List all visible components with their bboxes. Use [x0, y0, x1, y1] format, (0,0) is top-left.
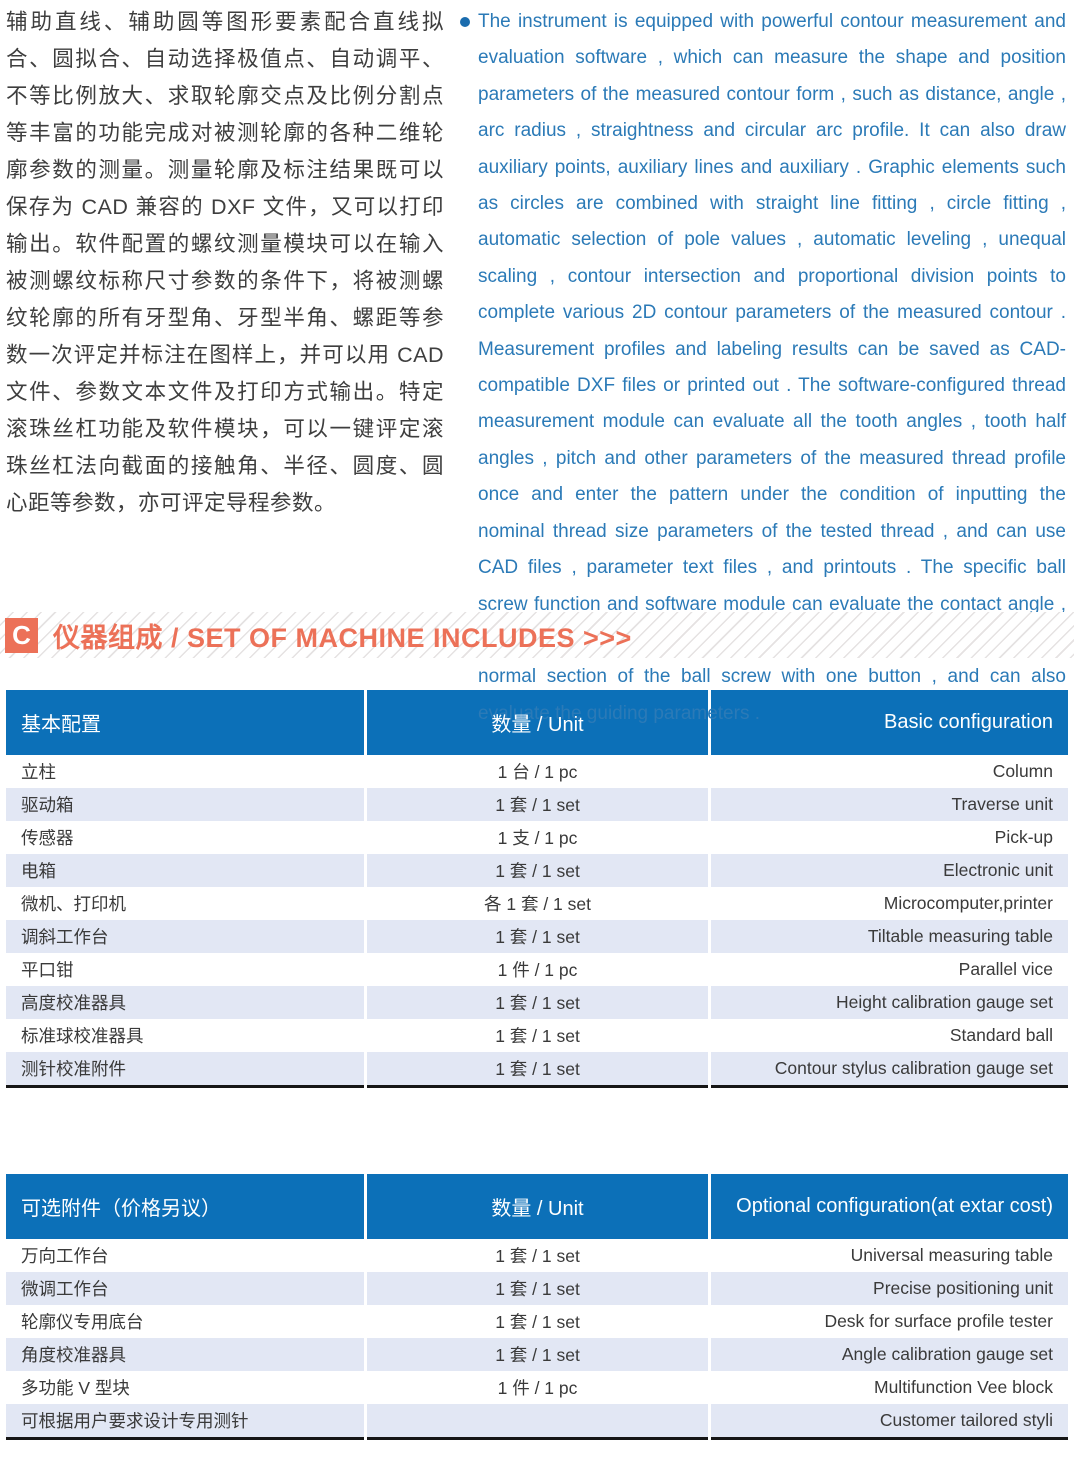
column-header: 可选附件（价格另议）: [6, 1174, 366, 1239]
table-cell: Multifunction Vee block: [874, 1377, 1053, 1397]
optional-configuration-table: 可选附件（价格另议） 数量 / Unit Optional configuratio…: [6, 1174, 1068, 1440]
table-cell: Tiltable measuring table: [867, 926, 1053, 946]
table-cell: 调斜工作台: [21, 927, 109, 947]
table-cell: 可根据用户要求设计专用测针: [21, 1411, 249, 1431]
table-cell: Universal measuring table: [850, 1245, 1053, 1265]
table-cell: 1 套 / 1 set: [363, 1338, 712, 1371]
table-row: 可根据用户要求设计专用测针 Customer tailored styli: [6, 1404, 1068, 1439]
section-title: 仪器组成 / SET OF MACHINE INCLUDES >>>: [53, 622, 632, 653]
section-header: C 仪器组成 / SET OF MACHINE INCLUDES >>>: [0, 612, 1074, 658]
column-header: 数量 / Unit: [363, 690, 712, 755]
table-cell: Parallel vice: [958, 959, 1053, 979]
table-cell: 高度校准器具: [21, 993, 126, 1013]
table-row: 微调工作台 1 套 / 1 set Precise positioning unit: [6, 1272, 1068, 1305]
column-header: Optional configuration(at extar cost): [709, 1174, 1068, 1239]
table-cell: 微调工作台: [21, 1279, 109, 1299]
table-cell: 角度校准器具: [21, 1345, 126, 1365]
table-cell: Desk for surface profile tester: [824, 1311, 1053, 1331]
english-description-paragraph: The instrument is equipped with powerful…: [478, 11, 1066, 724]
table-cell: Height calibration gauge set: [836, 992, 1053, 1012]
table-row: 调斜工作台 1 套 / 1 set Tiltable measuring table: [6, 920, 1068, 953]
table-cell: 1 件 / 1 pc: [363, 953, 712, 986]
intro-section: 辅助直线、辅助圆等图形要素配合直线拟合、圆拟合、自动选择极值点、自动调平、不等比…: [0, 0, 1074, 724]
table-row: 平口钳 1 件 / 1 pc Parallel vice: [6, 953, 1068, 986]
table-cell: 1 台 / 1 pc: [363, 755, 712, 788]
table-row: 立柱 1 台 / 1 pc Column: [6, 755, 1068, 788]
table-header-row: 基本配置 数量 / Unit Basic configuration: [6, 690, 1068, 755]
english-bullet-item: The instrument is equipped with powerful…: [460, 4, 1066, 724]
table-cell: 传感器: [21, 828, 74, 848]
column-header: Basic configuration: [709, 690, 1068, 755]
table-cell: Angle calibration gauge set: [841, 1344, 1053, 1364]
column-header: 数量 / Unit: [363, 1174, 712, 1239]
table-cell: 标准球校准器具: [21, 1026, 144, 1046]
table-cell: 立柱: [21, 762, 56, 782]
table-cell: 微机、打印机: [21, 894, 126, 914]
table-cell: 1 套 / 1 set: [363, 1239, 712, 1272]
table-row: 轮廓仪专用底台 1 套 / 1 set Desk for surface profi…: [6, 1305, 1068, 1338]
table-cell: 测针校准附件: [21, 1059, 126, 1079]
table-cell: 轮廓仪专用底台: [21, 1312, 144, 1332]
table-row: 万向工作台 1 套 / 1 set Universal measuring tabl…: [6, 1239, 1068, 1272]
table-cell: 1 支 / 1 pc: [363, 821, 712, 854]
table-cell: Contour stylus calibration gauge set: [774, 1058, 1053, 1078]
table-cell: Standard ball: [949, 1025, 1053, 1045]
table-cell: Traverse unit: [951, 794, 1053, 814]
table-row: 多功能 V 型块 1 件 / 1 pc Multifunction Vee bloc…: [6, 1371, 1068, 1404]
table-cell: 各 1 套 / 1 set: [363, 887, 712, 920]
table-cell: 1 套 / 1 set: [363, 854, 712, 887]
table-cell: 电箱: [21, 861, 56, 881]
table-cell: 1 套 / 1 set: [363, 920, 712, 953]
table-cell: Precise positioning unit: [873, 1278, 1053, 1298]
column-header: 基本配置: [6, 690, 366, 755]
table-row: 微机、打印机 各 1 套 / 1 set Microcomputer,printer: [6, 887, 1068, 920]
table-cell: 1 套 / 1 set: [363, 1272, 712, 1305]
table-cell: Electronic unit: [943, 860, 1053, 880]
bullet-dot-icon: [460, 17, 470, 27]
table-row: 电箱 1 套 / 1 set Electronic unit: [6, 854, 1068, 887]
table-row: 高度校准器具 1 套 / 1 set Height calibration gaug…: [6, 986, 1068, 1019]
table-cell: 1 套 / 1 set: [363, 1305, 712, 1338]
table-row: 测针校准附件 1 套 / 1 set Contour stylus calibrat…: [6, 1052, 1068, 1087]
table-cell: 万向工作台: [21, 1246, 109, 1266]
table-cell: 1 套 / 1 set: [363, 1052, 712, 1087]
table-cell: Customer tailored styli: [879, 1410, 1053, 1430]
table-cell: Microcomputer,printer: [883, 893, 1053, 913]
table-cell: 1 套 / 1 set: [363, 986, 712, 1019]
table-cell: [363, 1404, 712, 1439]
table-cell: 平口钳: [21, 960, 74, 980]
table-cell: 1 套 / 1 set: [363, 788, 712, 821]
table-cell: 多功能 V 型块: [21, 1378, 130, 1398]
table-row: 角度校准器具 1 套 / 1 set Angle calibration gauge…: [6, 1338, 1068, 1371]
section-badge: C: [5, 617, 38, 653]
table-cell: Pick-up: [994, 827, 1053, 847]
table-cell: 驱动箱: [21, 795, 74, 815]
table-cell: 1 套 / 1 set: [363, 1019, 712, 1052]
table-cell: Column: [992, 761, 1053, 781]
chinese-description-paragraph: 辅助直线、辅助圆等图形要素配合直线拟合、圆拟合、自动选择极值点、自动调平、不等比…: [6, 10, 444, 515]
table-row: 驱动箱 1 套 / 1 set Traverse unit: [6, 788, 1068, 821]
table-row: 标准球校准器具 1 套 / 1 set Standard ball: [6, 1019, 1068, 1052]
table-cell: 1 件 / 1 pc: [363, 1371, 712, 1404]
table-header-row: 可选附件（价格另议） 数量 / Unit Optional configuratio…: [6, 1174, 1068, 1239]
basic-configuration-table: 基本配置 数量 / Unit Basic configuration 立柱 1 台 / …: [6, 690, 1068, 1088]
table-row: 传感器 1 支 / 1 pc Pick-up: [6, 821, 1068, 854]
